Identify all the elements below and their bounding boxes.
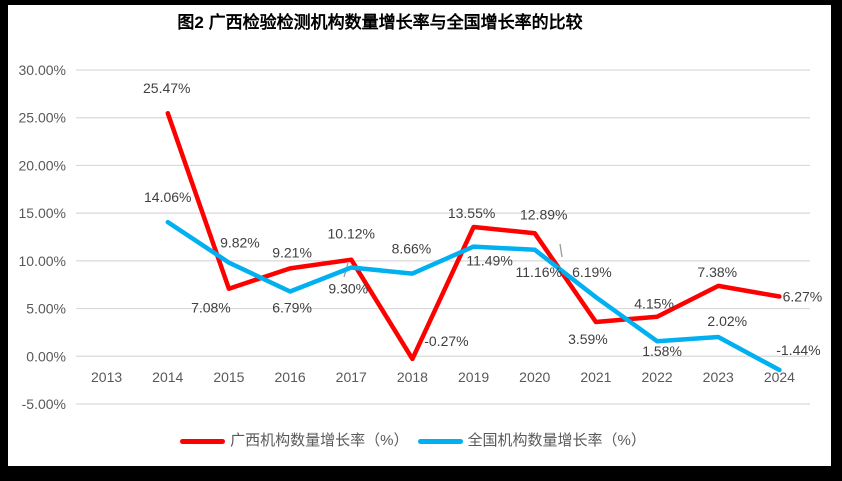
data-point-label: -1.44% [776, 342, 820, 358]
y-axis-tick-label: 10.00% [19, 253, 66, 269]
data-point-label: 10.12% [328, 226, 375, 242]
data-point-label: 25.47% [143, 80, 190, 96]
x-axis-tick-label: 2013 [91, 369, 122, 385]
data-point-label: 9.82% [220, 235, 260, 251]
x-axis-tick-label: 2024 [764, 369, 795, 385]
data-point-label: 13.55% [448, 205, 495, 221]
y-axis-tick-label: -5.00% [22, 396, 66, 412]
x-axis-tick-label: 2017 [336, 369, 367, 385]
x-axis-tick-label: 2020 [519, 369, 550, 385]
x-axis-tick-label: 2016 [275, 369, 306, 385]
data-point-label: 11.16% [516, 264, 562, 280]
x-axis-tick-label: 2014 [152, 369, 183, 385]
guangxi-series-swatch [180, 438, 226, 444]
x-axis-tick-label: 2022 [642, 369, 673, 385]
data-point-label: 12.89% [520, 206, 567, 222]
guangxi-series-label: 广西机构数量增长率（%） [230, 432, 409, 449]
y-axis-tick-label: 30.00% [19, 62, 66, 78]
data-point-label: -0.27% [424, 333, 468, 349]
data-point-label: 6.27% [783, 288, 823, 304]
x-axis-tick-label: 2015 [213, 369, 244, 385]
national-series-line [165, 219, 782, 373]
x-axis-tick-label: 2023 [703, 369, 734, 385]
y-axis-tick-label: 15.00% [19, 205, 66, 221]
national-series-label: 全国机构数量增长率（%） [467, 432, 646, 449]
legend-item-guangxi: 广西机构数量增长率（%） [180, 431, 409, 451]
data-point-label: 11.49% [466, 253, 512, 269]
data-point-label: 8.66% [392, 241, 432, 257]
growth-rate-line-chart: 30.00% 25.00% 20.00% 15.00% 10.00% 5.00% 0.00%… [19, 62, 823, 412]
data-point-label: 9.30% [328, 281, 368, 297]
label-leader-line [559, 243, 563, 258]
data-point-label: 14.06% [144, 189, 191, 205]
chart-title: 图2 广西检验检测机构数量增长率与全国增长率的比较 [177, 13, 583, 32]
x-axis-tick-label: 2021 [580, 369, 611, 385]
data-point-label: 6.19% [572, 264, 612, 280]
data-point-label: 6.79% [272, 299, 312, 315]
y-axis-tick-label: 0.00% [26, 348, 66, 364]
data-point-label: 1.58% [642, 343, 682, 359]
legend-item-national: 全国机构数量增长率（%） [417, 431, 646, 451]
data-point-label: 9.21% [272, 244, 312, 260]
y-axis-tick-label: 25.00% [19, 110, 66, 126]
data-point-label: 7.08% [191, 300, 231, 316]
y-axis-tick-label: 5.00% [26, 301, 66, 317]
x-axis-tick-label: 2019 [458, 369, 489, 385]
data-point-label: 2.02% [707, 313, 747, 329]
national-series-swatch [417, 438, 463, 444]
data-point-label: 3.59% [568, 331, 608, 347]
data-point-label: 4.15% [634, 296, 674, 312]
y-axis-tick-label: 20.00% [19, 157, 66, 173]
x-axis-tick-label: 2018 [397, 369, 428, 385]
guangxi-series-line [165, 110, 782, 362]
chart-legend: 广西机构数量增长率（%） 全国机构数量增长率（%） [8, 431, 831, 451]
data-point-label: 7.38% [697, 264, 737, 280]
